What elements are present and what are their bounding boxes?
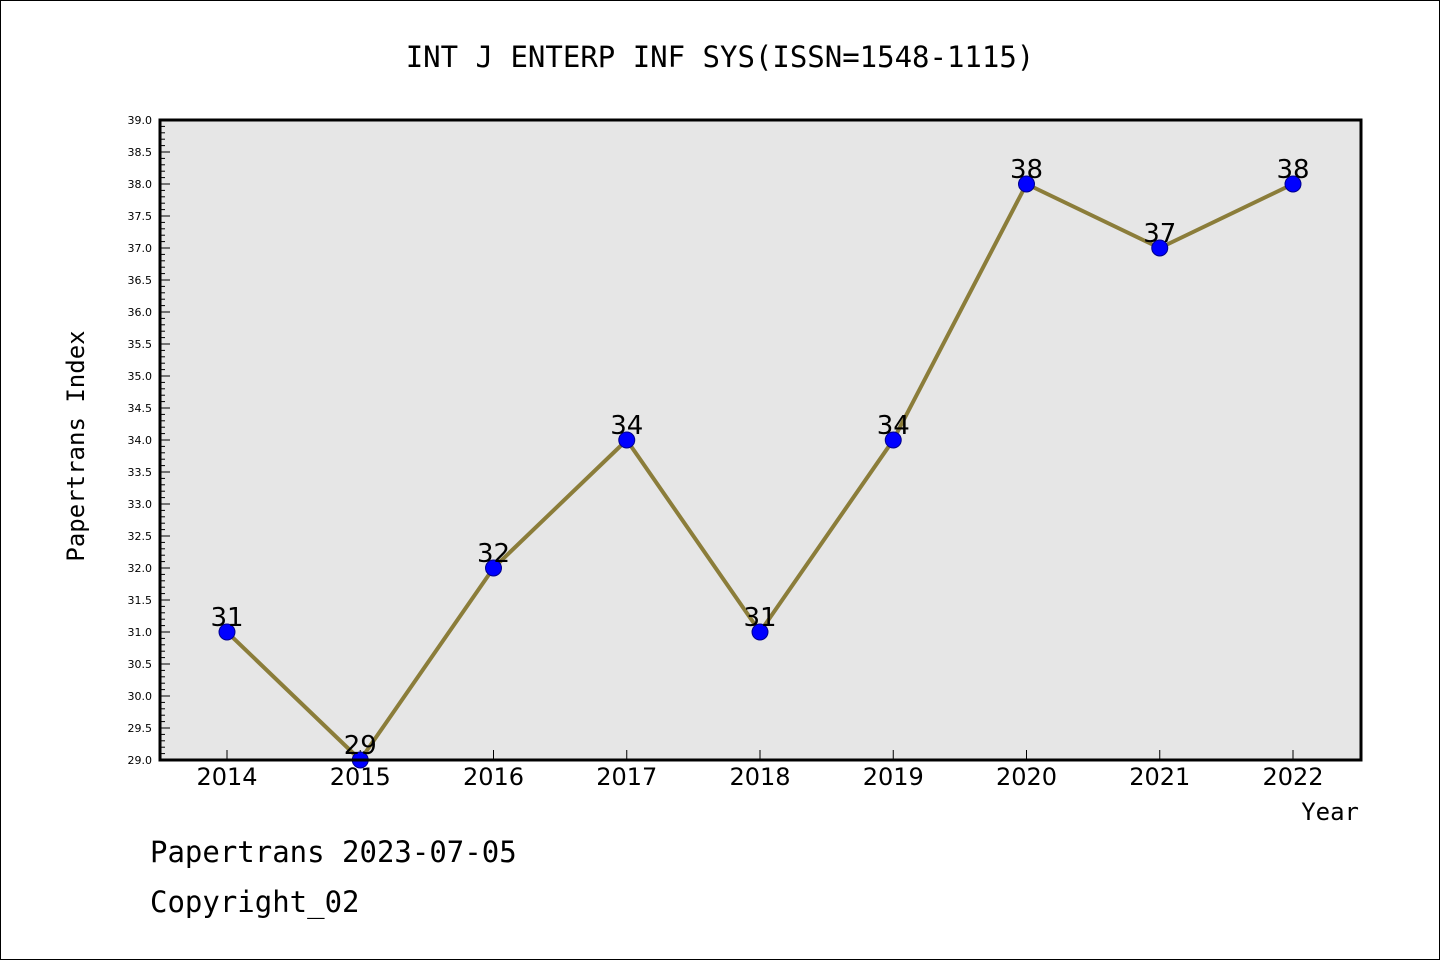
data-label: 29 <box>344 731 377 761</box>
data-label: 34 <box>877 411 910 441</box>
data-label: 38 <box>1276 155 1309 185</box>
data-label: 31 <box>743 603 776 633</box>
x-axis-label: Year <box>1301 798 1359 826</box>
x-tick-label: 2016 <box>463 763 524 791</box>
x-tick-label: 2020 <box>996 763 1057 791</box>
data-label: 38 <box>1010 155 1043 185</box>
y-tick-label: 29.0 <box>128 754 153 767</box>
data-label: 31 <box>210 603 243 633</box>
x-tick-label: 2022 <box>1262 763 1323 791</box>
y-tick-label: 34.5 <box>128 402 153 415</box>
x-axis-ticks: 2014 2015 2016 2017 2018 2019 2020 2021 2022 <box>196 750 1324 791</box>
y-tick-label: 32.5 <box>128 530 153 543</box>
data-label: 34 <box>610 411 643 441</box>
y-tick-label: 30.0 <box>128 690 153 703</box>
y-tick-label: 31.5 <box>128 594 153 607</box>
data-point <box>618 431 636 449</box>
footer-copyright: Copyright_02 <box>150 885 360 919</box>
y-tick-label: 33.5 <box>128 466 153 479</box>
y-tick-label: 37.0 <box>128 242 153 255</box>
x-tick-label: 2014 <box>196 763 257 791</box>
y-tick-label: 38.5 <box>128 146 153 159</box>
y-tick-label: 38.0 <box>128 178 153 191</box>
x-tick-label: 2018 <box>729 763 790 791</box>
y-tick-label: 35.0 <box>128 370 153 383</box>
series-layer: 31 29 32 34 31 34 38 37 38 <box>210 155 1310 769</box>
y-tick-label: 35.5 <box>128 338 153 351</box>
y-tick-label: 31.0 <box>128 626 153 639</box>
plot-border <box>158 118 1363 762</box>
x-tick-label: 2021 <box>1129 763 1190 791</box>
y-axis-label: Papertrans Index <box>62 330 90 561</box>
y-tick-label: 29.5 <box>128 722 153 735</box>
data-point <box>1018 175 1035 193</box>
plot-area <box>160 120 1361 760</box>
y-tick-label: 39.0 <box>128 114 153 127</box>
data-label: 32 <box>477 539 510 569</box>
x-tick-label: 2017 <box>596 763 657 791</box>
y-tick-label: 37.5 <box>128 210 153 223</box>
data-point <box>1284 175 1302 193</box>
data-point <box>485 559 502 577</box>
x-tick-label: 2019 <box>863 763 924 791</box>
data-label: 37 <box>1143 219 1176 249</box>
y-tick-label: 30.5 <box>128 658 153 671</box>
y-tick-label: 33.0 <box>128 498 153 511</box>
y-axis-ticks: 29.0 29.5 30.0 30.5 31.0 31.5 32.0 32.5 33.0 33.5… <box>128 114 170 767</box>
y-tick-label: 36.5 <box>128 274 153 287</box>
data-point <box>1151 239 1169 257</box>
y-tick-label: 36.0 <box>128 306 153 319</box>
data-point <box>751 623 769 641</box>
chart-title: INT J ENTERP INF SYS(ISSN=1548-1115) <box>406 40 1035 74</box>
footer-date: Papertrans 2023-07-05 <box>150 835 517 869</box>
y-tick-label: 34.0 <box>128 434 153 447</box>
data-point <box>884 431 902 449</box>
y-tick-label: 32.0 <box>128 562 153 575</box>
data-point <box>218 623 236 641</box>
